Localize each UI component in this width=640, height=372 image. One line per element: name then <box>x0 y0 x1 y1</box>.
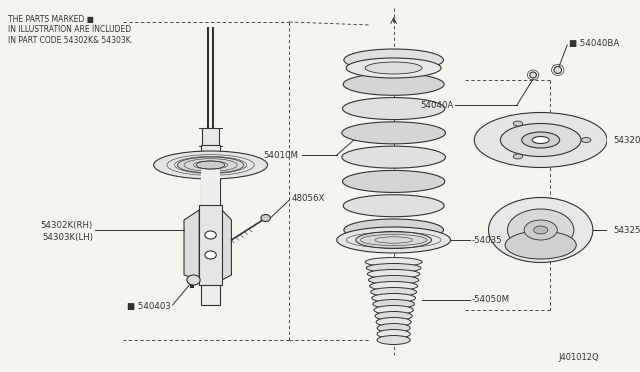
Ellipse shape <box>346 58 441 78</box>
Ellipse shape <box>371 288 417 296</box>
Ellipse shape <box>205 231 216 239</box>
Ellipse shape <box>505 231 576 259</box>
Text: 48056X: 48056X <box>291 193 324 202</box>
Ellipse shape <box>342 97 445 119</box>
Ellipse shape <box>522 132 559 148</box>
Ellipse shape <box>187 275 200 285</box>
Ellipse shape <box>373 299 415 308</box>
Text: 54303K(LH): 54303K(LH) <box>42 232 93 241</box>
Text: 54302K(RH): 54302K(RH) <box>41 221 93 230</box>
Ellipse shape <box>488 198 593 263</box>
Ellipse shape <box>365 62 422 74</box>
Polygon shape <box>222 210 232 280</box>
Ellipse shape <box>508 209 574 251</box>
Ellipse shape <box>366 263 421 273</box>
Ellipse shape <box>196 161 225 169</box>
Ellipse shape <box>369 282 418 291</box>
Text: 54010M: 54010M <box>264 151 299 160</box>
Ellipse shape <box>377 330 410 339</box>
Text: -54050M: -54050M <box>472 295 509 305</box>
Ellipse shape <box>356 231 431 248</box>
Ellipse shape <box>513 154 523 159</box>
Ellipse shape <box>342 122 445 144</box>
Ellipse shape <box>261 215 270 221</box>
Ellipse shape <box>374 305 413 314</box>
Ellipse shape <box>343 195 444 217</box>
Ellipse shape <box>532 137 549 144</box>
Ellipse shape <box>554 67 561 74</box>
Ellipse shape <box>375 311 412 321</box>
Text: J401012Q: J401012Q <box>559 353 600 362</box>
Ellipse shape <box>365 257 422 266</box>
Ellipse shape <box>376 317 411 327</box>
Ellipse shape <box>377 324 410 333</box>
Ellipse shape <box>513 121 523 126</box>
Bar <box>201 170 220 210</box>
Ellipse shape <box>343 73 444 95</box>
Ellipse shape <box>344 49 444 71</box>
Ellipse shape <box>372 294 415 302</box>
Ellipse shape <box>344 219 444 241</box>
Text: 54320: 54320 <box>614 135 640 144</box>
Text: 54040A: 54040A <box>420 100 453 109</box>
Ellipse shape <box>530 72 536 78</box>
Ellipse shape <box>337 227 451 253</box>
Bar <box>202 128 219 146</box>
Bar <box>201 285 220 305</box>
Text: 54325: 54325 <box>614 225 640 234</box>
Ellipse shape <box>524 220 557 240</box>
Polygon shape <box>184 210 199 280</box>
Ellipse shape <box>500 124 581 157</box>
Text: -54035: -54035 <box>472 235 502 244</box>
Ellipse shape <box>367 269 420 279</box>
Bar <box>199 205 222 285</box>
Ellipse shape <box>177 157 244 173</box>
Ellipse shape <box>205 251 216 259</box>
Ellipse shape <box>534 226 548 234</box>
Ellipse shape <box>154 151 268 179</box>
Ellipse shape <box>474 112 607 167</box>
Ellipse shape <box>369 276 419 285</box>
Text: ■ 54040BA: ■ 54040BA <box>569 38 620 48</box>
Ellipse shape <box>342 146 445 168</box>
Text: THE PARTS MARKED ■
IN ILLUSTRATION ARE INCLUDED
IN PART CODE 54302K& 54303K.: THE PARTS MARKED ■ IN ILLUSTRATION ARE I… <box>8 15 132 45</box>
Ellipse shape <box>377 336 410 344</box>
Ellipse shape <box>342 170 445 192</box>
Bar <box>189 283 195 288</box>
Ellipse shape <box>582 138 591 142</box>
Text: ■ 540403: ■ 540403 <box>127 302 171 311</box>
Bar <box>201 145 220 205</box>
